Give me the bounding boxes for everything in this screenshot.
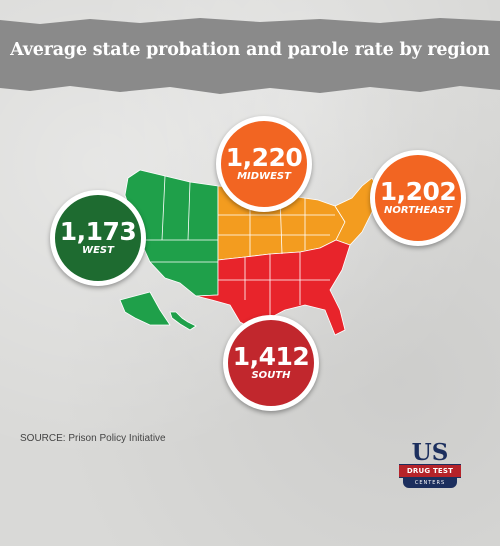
logo-sub-text: CENTERS [403, 478, 457, 488]
region-bubble-west: 1,173 WEST [50, 190, 146, 286]
region-value-west: 1,173 [59, 217, 137, 246]
region-bubble-northeast: 1,202 NORTHEAST [370, 150, 466, 246]
region-bubble-south: 1,412 SOUTH [223, 315, 319, 411]
header-banner [0, 18, 500, 94]
region-label-midwest: MIDWEST [237, 171, 291, 182]
region-label-northeast: NORTHEAST [384, 205, 452, 216]
region-label-west: WEST [82, 245, 114, 256]
region-value-midwest: 1,220 [225, 143, 303, 172]
logo-bar-text: DRUG TEST [399, 464, 461, 478]
region-label-south: SOUTH [251, 370, 291, 381]
region-bubble-midwest: 1,220 MIDWEST [216, 116, 312, 212]
region-value-northeast: 1,202 [379, 177, 457, 206]
map-region-alaska [119, 291, 171, 326]
source-note: SOURCE: Prison Policy Initiative [20, 433, 166, 444]
region-value-south: 1,412 [232, 342, 310, 371]
brand-logo: US DRUG TEST CENTERS [397, 440, 463, 492]
logo-main-text: US [411, 439, 449, 466]
map-region-hawaii [169, 311, 197, 331]
page-title: Average state probation and parole rate … [10, 40, 490, 60]
